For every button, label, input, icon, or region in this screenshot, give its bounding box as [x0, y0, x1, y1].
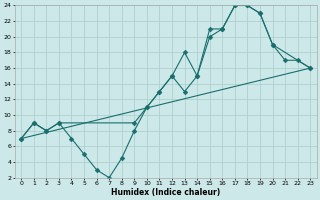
X-axis label: Humidex (Indice chaleur): Humidex (Indice chaleur) — [111, 188, 220, 197]
